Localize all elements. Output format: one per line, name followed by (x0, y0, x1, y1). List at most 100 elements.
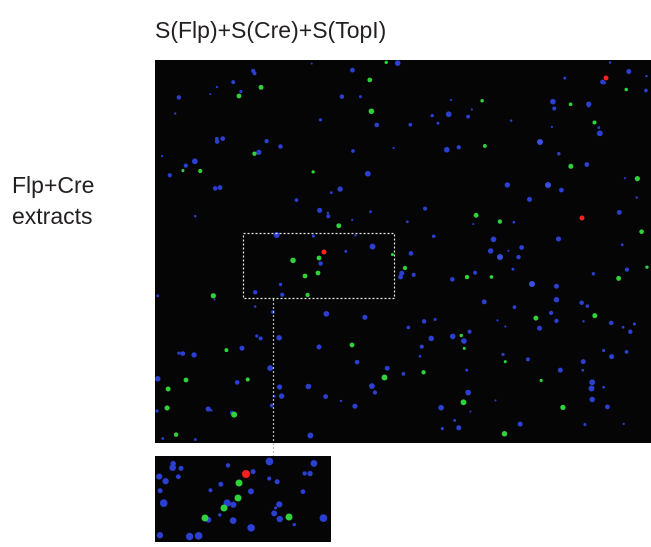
spot (446, 111, 452, 117)
spot (215, 137, 219, 141)
spot (156, 474, 162, 480)
spot (592, 272, 595, 275)
spot (221, 505, 228, 512)
spot (617, 210, 622, 215)
spot (450, 334, 456, 340)
spot (490, 275, 494, 279)
spot (259, 336, 263, 340)
spot (373, 390, 377, 394)
spot (174, 112, 176, 114)
spot (194, 215, 197, 218)
spot (277, 384, 282, 389)
spot (213, 186, 218, 191)
spot (248, 488, 254, 494)
spot (276, 501, 282, 507)
spot (469, 410, 471, 412)
spot (191, 352, 196, 357)
spot (369, 383, 375, 389)
spot (369, 108, 374, 113)
spot (337, 186, 342, 191)
spot (382, 375, 388, 381)
spot (230, 517, 237, 524)
spot (323, 311, 329, 317)
spot (179, 466, 184, 471)
spot (471, 108, 473, 110)
spot (322, 250, 327, 255)
spot (181, 169, 184, 172)
spot (319, 118, 322, 121)
spot (621, 243, 624, 246)
spot (278, 144, 282, 148)
spot (467, 330, 471, 334)
spot (589, 385, 595, 391)
spot (518, 421, 523, 426)
spot (320, 514, 328, 522)
spot (385, 61, 388, 64)
spot (483, 144, 487, 148)
spot (155, 376, 160, 381)
spot (602, 349, 605, 352)
spot (461, 399, 467, 405)
spot (556, 236, 561, 241)
spot (609, 61, 612, 64)
spot (636, 196, 638, 198)
spot (422, 319, 427, 324)
spot (465, 275, 469, 279)
spot (512, 221, 515, 224)
spot (344, 250, 347, 253)
spot (352, 404, 357, 409)
page: S(Flp)+S(Cre)+S(TopI) Flp+Cre extracts (… (0, 0, 651, 542)
spot (609, 354, 614, 359)
spot (616, 276, 621, 281)
spot (563, 77, 566, 80)
spot (213, 298, 215, 300)
spot (307, 471, 312, 476)
spot (184, 164, 188, 168)
spot (582, 320, 584, 322)
spot (568, 164, 573, 169)
spot (589, 397, 595, 403)
spot (158, 488, 163, 493)
spot (589, 379, 595, 385)
spot (431, 114, 434, 117)
spot (409, 251, 414, 256)
spot (457, 145, 461, 149)
spot (280, 293, 284, 297)
spot (498, 219, 502, 223)
spot (510, 119, 513, 122)
spot (157, 532, 163, 538)
spot (444, 147, 450, 153)
spot (472, 223, 474, 225)
spot (456, 425, 461, 430)
spot (463, 347, 466, 350)
spot (286, 514, 293, 521)
spot (461, 338, 467, 344)
spot (312, 170, 315, 173)
micrograph (155, 60, 651, 443)
spot (511, 268, 514, 271)
spot (169, 464, 176, 471)
spot (330, 191, 333, 194)
spot (177, 95, 182, 100)
spot (317, 345, 322, 350)
spot (230, 502, 236, 508)
spot (569, 102, 573, 106)
spot (432, 234, 436, 238)
spot (195, 532, 203, 540)
spot (551, 126, 553, 128)
spot (236, 480, 243, 487)
spot (365, 171, 371, 177)
spot (507, 250, 509, 252)
spot (597, 130, 603, 136)
spot (290, 258, 296, 264)
spot (316, 271, 321, 276)
spot (209, 93, 211, 95)
spot (323, 394, 328, 399)
spot (306, 384, 312, 390)
spot (250, 469, 255, 474)
spot (251, 69, 255, 73)
spot (165, 405, 170, 410)
spot (235, 380, 240, 385)
spot (450, 99, 452, 101)
spot (504, 360, 507, 363)
